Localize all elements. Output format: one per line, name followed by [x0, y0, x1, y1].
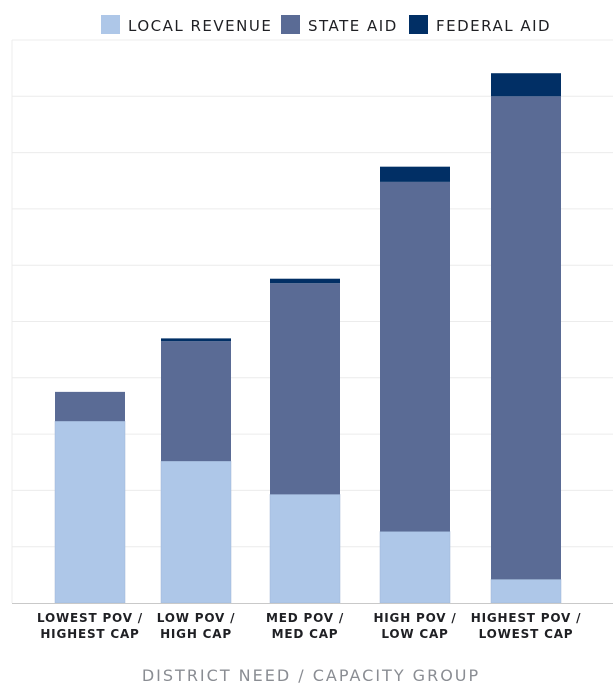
legend-label-state-aid: STATE AID: [308, 17, 398, 35]
x-axis-title: DISTRICT NEED / CAPACITY GROUP: [142, 666, 480, 683]
bar-state-aid-2: [161, 341, 231, 462]
legend-label-federal-aid: FEDERAL AID: [436, 17, 551, 35]
legend-swatch-local-revenue: [101, 15, 120, 34]
bar-state-aid-3: [270, 283, 340, 495]
legend-swatch-state-aid: [281, 15, 300, 34]
bar-federal-aid-5: [491, 73, 561, 97]
bar-local-revenue-2: [160, 460, 232, 604]
x-tick-label: HIGHEST POV / LOWEST CAP: [471, 611, 582, 641]
bar-local-revenue-4: [379, 531, 451, 604]
bar-federal-aid-2: [161, 338, 231, 342]
x-tick-label: MED POV / MED CAP: [266, 611, 344, 641]
bar-state-aid-1: [55, 391, 125, 422]
bar-local-revenue-1: [54, 420, 126, 604]
x-tick-label: LOW POV / HIGH CAP: [157, 611, 236, 641]
bar-local-revenue-5: [490, 579, 562, 604]
bar-local-revenue-3: [269, 494, 341, 604]
bar-state-aid-4: [380, 181, 450, 532]
x-tick-label: LOWEST POV / HIGHEST CAP: [37, 611, 143, 641]
bars: [54, 73, 562, 604]
bar-federal-aid-3: [270, 278, 340, 284]
bar-state-aid-5: [491, 96, 561, 580]
bar-federal-aid-4: [380, 166, 450, 182]
x-axis: LOWEST POV / HIGHEST CAP LOW POV / HIGH CAP…: [12, 603, 613, 641]
x-tick-label: HIGH POV / LOW CAP: [373, 611, 456, 641]
legend: LOCAL REVENUE STATE AID FEDERAL AID: [101, 15, 551, 35]
legend-swatch-federal-aid: [409, 15, 428, 34]
legend-label-local-revenue: LOCAL REVENUE: [128, 17, 272, 35]
